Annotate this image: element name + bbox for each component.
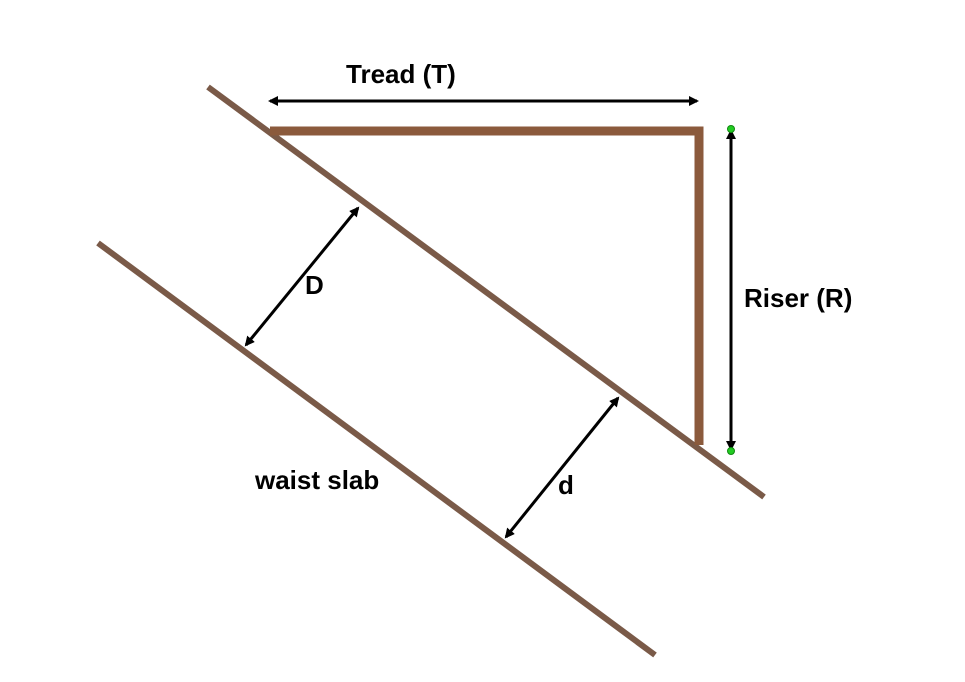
effective-depth-arrow (504, 396, 620, 539)
step-outline (270, 126, 704, 445)
waist-slab-label: waist slab (254, 465, 379, 495)
overall-depth-label: D (305, 270, 324, 300)
riser-top-endpoint-marker (727, 125, 735, 133)
effective-depth-label: d (558, 470, 574, 500)
overall-depth-arrow (244, 206, 360, 347)
riser-bottom-endpoint-marker (727, 447, 735, 455)
riser-label: Riser (R) (744, 283, 852, 313)
slab-top-edge (206, 84, 766, 500)
tread-label: Tread (T) (346, 59, 456, 89)
slab-bottom-edge (96, 240, 657, 658)
